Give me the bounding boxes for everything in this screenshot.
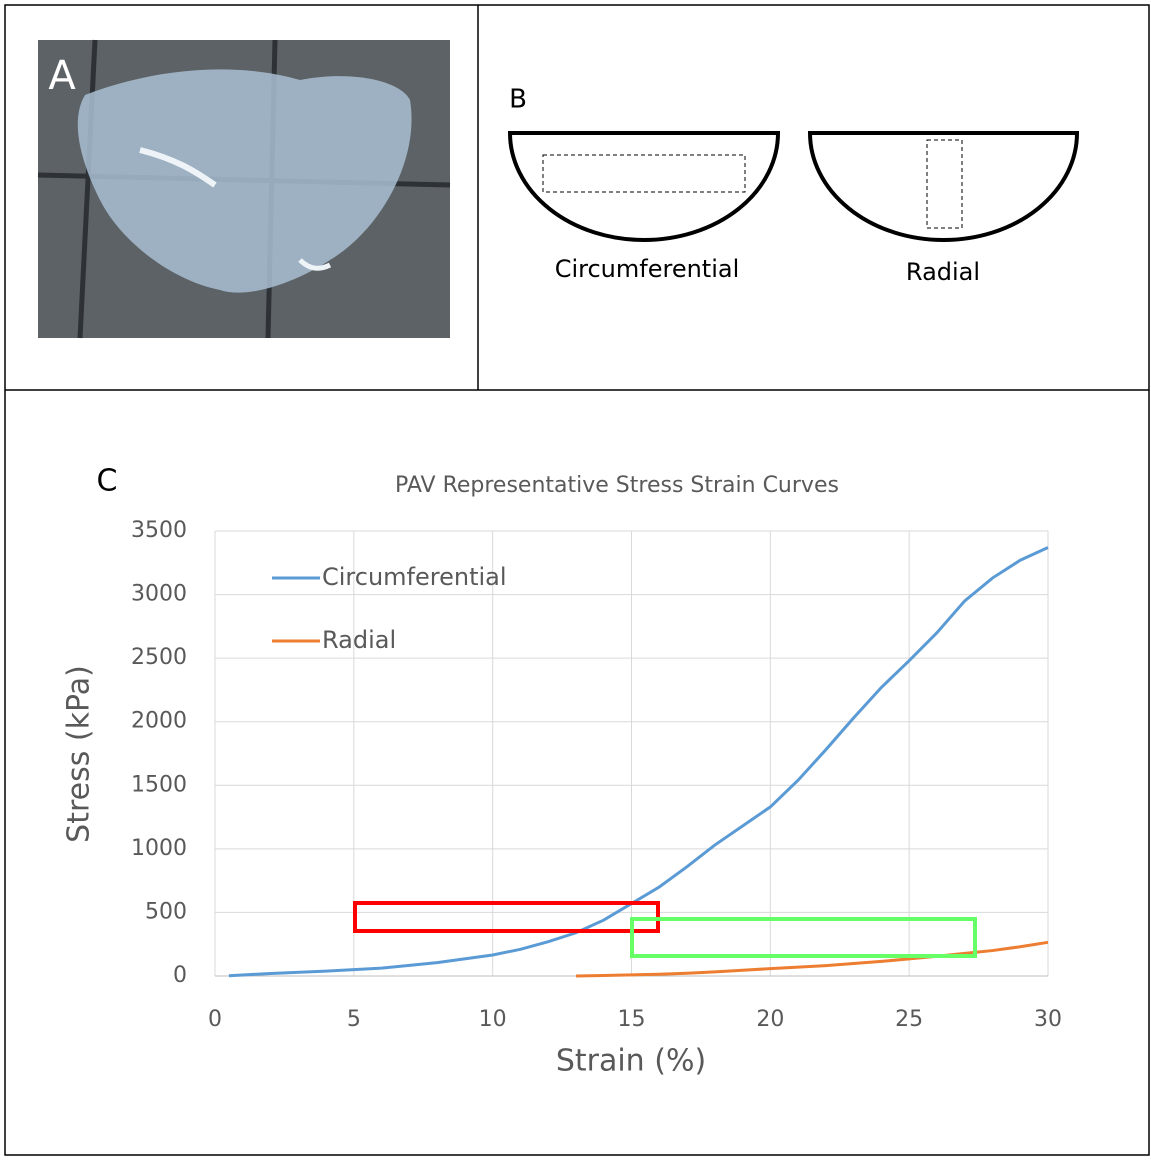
highlight-box — [353, 901, 660, 933]
panel-label: C — [97, 464, 118, 499]
panel-label: A — [48, 53, 76, 99]
x-tick-label: 15 — [618, 1007, 646, 1032]
y-tick-label: 1500 — [131, 772, 187, 797]
x-axis-label: Strain (%) — [556, 1044, 706, 1079]
x-tick-label: 25 — [895, 1007, 923, 1032]
leaflet-shape — [807, 131, 1080, 242]
y-tick-label: 2000 — [131, 709, 187, 734]
leaflet-shape — [507, 131, 781, 242]
x-tick-label: 0 — [208, 1007, 222, 1032]
outer-border — [4, 4, 1150, 1156]
y-tick-label: 2500 — [131, 645, 187, 670]
y-tick-label: 1000 — [131, 836, 187, 861]
y-axis-label: Stress (kPa) — [62, 665, 97, 843]
y-tick-label: 500 — [145, 899, 187, 924]
panel-label: B — [509, 85, 527, 115]
chart-title: PAV Representative Stress Strain Curves — [395, 473, 839, 498]
highlights — [353, 901, 977, 958]
y-tick-label: 0 — [173, 963, 187, 988]
specimen-outline — [926, 139, 963, 229]
diagram-label: Radial — [906, 258, 980, 286]
legend-label: Radial — [322, 626, 396, 654]
x-tick-label: 30 — [1034, 1007, 1062, 1032]
y-tick-label: 3000 — [131, 582, 187, 607]
series-line — [575, 940, 1049, 978]
diagram-label: Circumferential — [555, 255, 740, 283]
specimen-outline — [542, 154, 746, 193]
x-tick-label: 5 — [347, 1007, 361, 1032]
highlight-box — [630, 917, 977, 958]
x-tick-label: 20 — [756, 1007, 784, 1032]
plot: 0 500 1000 1500 2000 2500 3000 3500 0 5 10 15 20 25 30… — [131, 518, 1062, 1032]
series-line — [228, 546, 1049, 978]
legend-label: Circumferential — [322, 563, 507, 591]
y-tick-label: 3500 — [131, 518, 187, 543]
photo — [37, 39, 451, 339]
x-tick-label: 10 — [479, 1007, 507, 1032]
